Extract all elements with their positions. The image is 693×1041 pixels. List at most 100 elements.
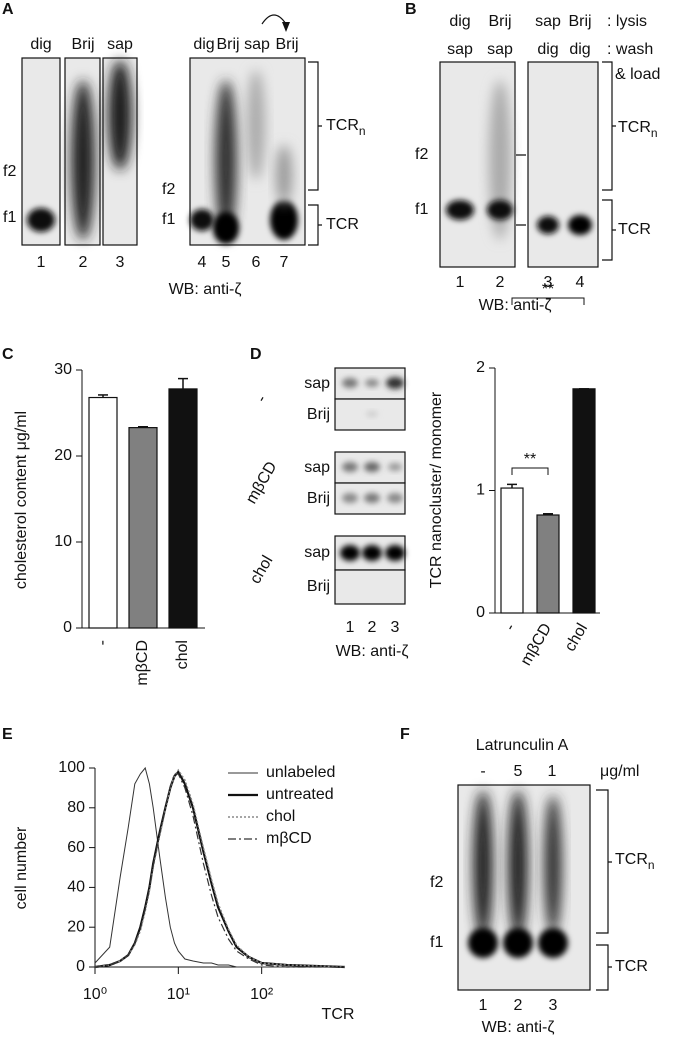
label: WB: anti-ζ [336,643,409,660]
y-tick-label: 0 [476,604,485,621]
legend-label: chol [266,808,295,825]
label: & load [615,66,660,83]
y-tick-label: 30 [54,361,72,378]
label: sap [304,459,330,476]
label: 2 [79,254,88,271]
bracket-sub: n [359,124,366,138]
label: sap [304,375,330,392]
label: mβCD [243,459,281,507]
label: 3 [116,254,125,271]
label: 1 [548,763,557,780]
label: WB: anti-ζ [482,1019,555,1036]
line-series [94,768,346,968]
bar [536,514,560,614]
y-tick-label: 40 [67,879,85,896]
x-tick-label: chol [562,621,591,655]
y-axis-label: cell number [13,826,30,909]
bracket-sub: n [651,126,658,140]
bar [572,388,596,614]
label: 1 [479,997,488,1014]
bar [500,487,524,614]
bracket-label: TCRn [326,117,366,138]
label: f2 [430,874,443,891]
label: dig [537,41,558,58]
significance-bracket [511,467,549,475]
blot-f [457,784,612,991]
label: f2 [3,163,16,180]
label: f1 [3,209,16,226]
bracket-text: TCR [615,851,648,868]
label: sap [535,13,561,30]
label: 7 [280,254,289,271]
line-series [94,766,345,968]
label: A [2,1,14,18]
label: dig [569,41,590,58]
label: 4 [576,274,585,291]
label: B [405,1,417,18]
label: dig [193,36,214,53]
label: Brij [307,490,330,507]
y-tick-label: 1 [476,482,485,499]
label: 2 [368,619,377,636]
line-series [94,773,345,968]
y-tick-label: 100 [58,759,85,776]
y-tick-label: 80 [67,799,85,816]
label: f1 [415,201,428,218]
label: : wash [607,41,653,58]
significance-label: ** [542,281,554,298]
bar [168,388,198,629]
label: sap [487,41,513,58]
label: chol [247,553,276,587]
legend-label: mβCD [266,830,312,847]
y-axis-label: cholesterol content μg/ml [13,411,30,589]
label: Brij [216,36,239,53]
bracket-text: TCR [326,117,359,134]
label: 2 [514,997,523,1014]
label: D [250,346,262,363]
label: Brij [71,36,94,53]
label: sap [107,36,133,53]
label: f1 [162,211,175,228]
legend-label: unlabeled [266,764,335,781]
label: Brij [488,13,511,30]
label: C [2,346,14,363]
label: f2 [162,181,175,198]
blot-b [439,61,616,268]
x-tick-label: mβCD [518,621,556,669]
label: TCR [615,958,648,975]
label: sap [244,36,270,53]
x-tick-label: - [502,621,519,634]
label: Brij [307,578,330,595]
x-tick-label: 10⁰ [83,986,107,1003]
label: WB: anti-ζ [169,281,242,298]
label: 1 [37,254,46,271]
label: 2 [496,274,505,291]
label: μg/ml [600,763,639,780]
y-tick-label: 10 [54,533,72,550]
label: : lysis [607,13,647,30]
label: dig [449,13,470,30]
label: F [400,726,410,743]
x-tick-label: mβCD [134,640,151,686]
x-tick-label: 10¹ [167,986,190,1003]
label: 3 [549,997,558,1014]
y-tick-label: 20 [54,447,72,464]
y-tick-label: 20 [67,918,85,935]
label: - [253,392,270,405]
label: E [2,726,13,743]
label: sap [304,544,330,561]
label: TCR [618,221,651,238]
label: Brij [275,36,298,53]
label: f2 [415,146,428,163]
label: f1 [430,934,443,951]
y-tick-label: 0 [63,619,72,636]
bracket-text: TCR [618,119,651,136]
label: 1 [456,274,465,291]
significance-label: ** [524,451,536,468]
legend-label: untreated [266,786,334,803]
label: 3 [544,274,553,291]
label: Brij [568,13,591,30]
label: 6 [252,254,261,271]
